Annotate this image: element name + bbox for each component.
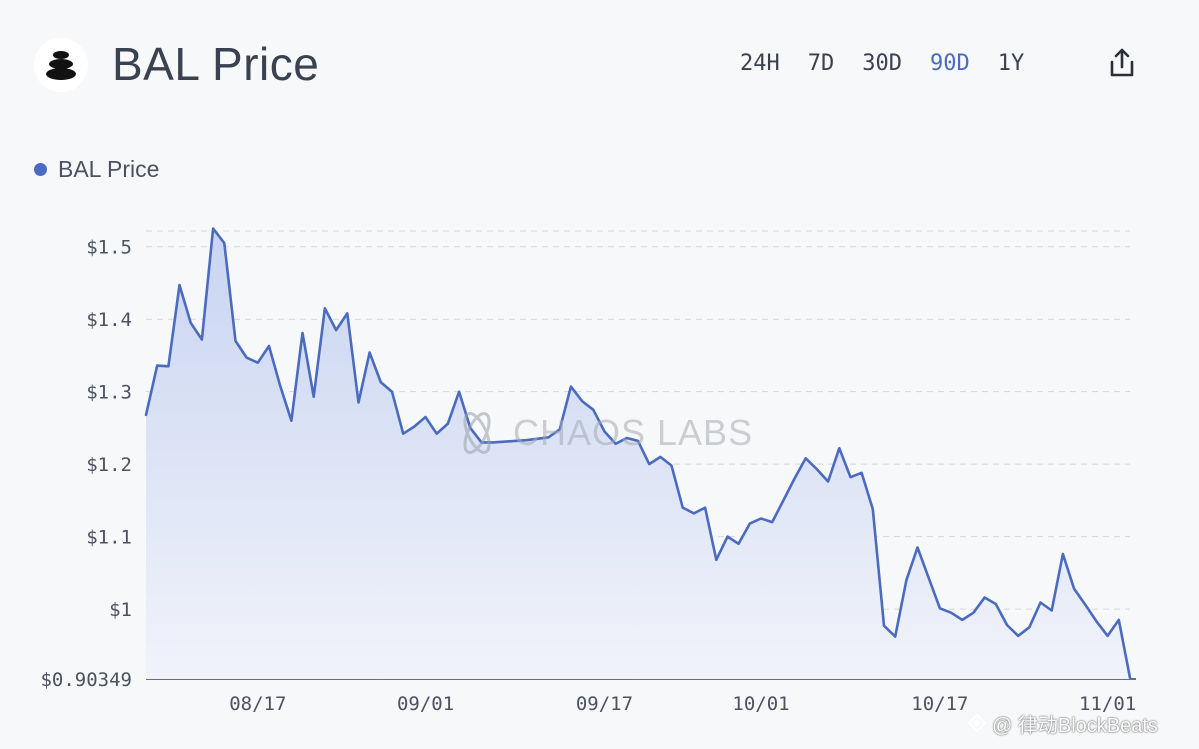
balancer-logo-icon xyxy=(34,38,88,92)
x-tick-label: 09/17 xyxy=(576,693,633,715)
price-series-line xyxy=(144,227,1132,680)
tab-1y[interactable]: 1Y xyxy=(997,51,1025,76)
x-tick-label: 08/17 xyxy=(229,693,286,715)
y-tick-label: $1.5 xyxy=(86,237,132,259)
y-tick-label: $0.90349 xyxy=(40,669,132,691)
tab-90d[interactable]: 90D xyxy=(930,51,970,76)
chart-legend: BAL Price xyxy=(34,154,159,184)
tab-30d[interactable]: 30D xyxy=(862,51,902,76)
chart-header: BAL Price 24H 7D 30D 90D 1Y xyxy=(0,0,1199,130)
price-area-fill xyxy=(146,228,1130,679)
tab-7d[interactable]: 7D xyxy=(807,51,835,76)
legend-marker xyxy=(34,162,47,176)
y-tick-label: $1.1 xyxy=(86,527,132,549)
x-tick-label: 10/01 xyxy=(732,693,789,715)
y-tick-label: $1.2 xyxy=(86,454,132,476)
x-axis-labels: 08/17 09/01 09/17 10/01 10/17 11/01 xyxy=(229,693,1136,715)
legend-label: BAL Price xyxy=(58,155,160,182)
time-range-tabs: 24H 7D 30D 90D 1Y xyxy=(740,48,1052,80)
blockbeats-icon xyxy=(968,714,986,732)
x-tick-label: 09/01 xyxy=(397,693,454,715)
credit-text: @ 律动BlockBeats xyxy=(992,714,1158,737)
x-tick-label: 10/17 xyxy=(911,693,968,715)
y-tick-label: $1.4 xyxy=(86,309,132,331)
share-icon xyxy=(1110,48,1134,77)
area-layer xyxy=(144,227,1132,680)
tab-24h[interactable]: 24H xyxy=(740,51,780,76)
x-tick-label: 11/01 xyxy=(1079,693,1136,715)
source-credit: @ 律动BlockBeats xyxy=(968,710,1158,737)
y-tick-label: $1 xyxy=(109,599,132,621)
share-button[interactable] xyxy=(1105,46,1139,80)
y-axis-labels: $0.90349 $1 $1.1 $1.2 $1.3 $1.4 $1.5 xyxy=(40,237,132,691)
y-tick-label: $1.3 xyxy=(86,382,132,404)
page-title: BAL Price xyxy=(112,38,320,90)
